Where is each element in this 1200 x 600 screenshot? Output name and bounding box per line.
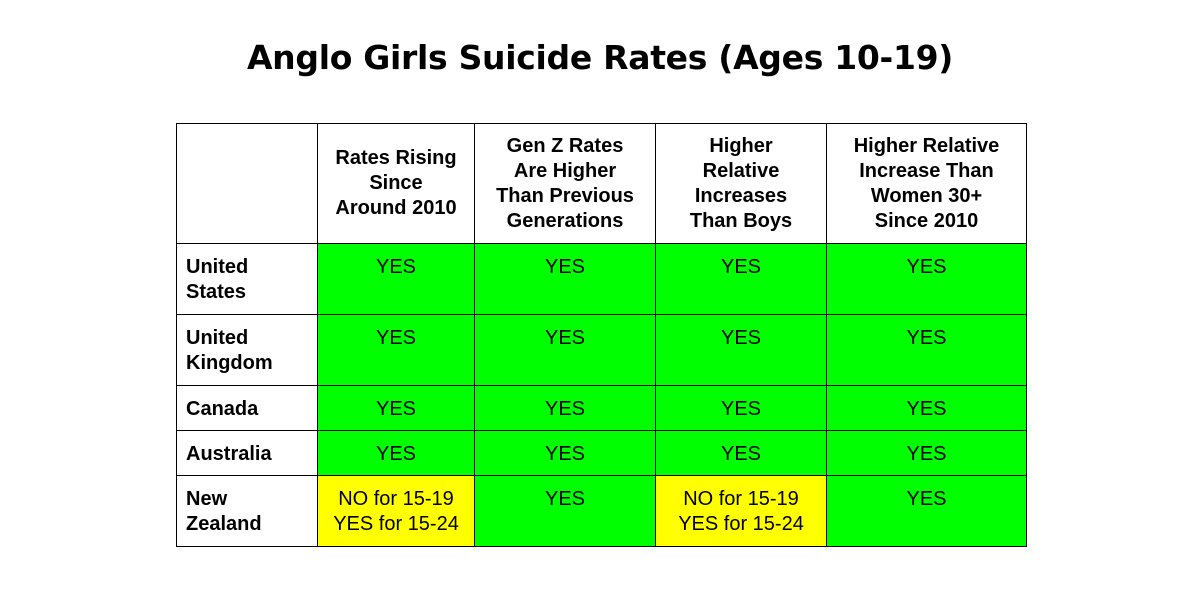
table-cell: NO for 15-19 YES for 15-24 bbox=[317, 475, 475, 547]
column-header: Gen Z Rates Are Higher Than Previous Gen… bbox=[474, 123, 656, 244]
table-cell: YES bbox=[655, 314, 827, 386]
table-cell: YES bbox=[655, 430, 827, 476]
row-label: United States bbox=[176, 243, 318, 315]
table-cell: YES bbox=[826, 475, 1027, 547]
table-cell: YES bbox=[826, 314, 1027, 386]
table-cell: YES bbox=[655, 385, 827, 431]
table-cell: YES bbox=[474, 314, 656, 386]
table-cell: YES bbox=[317, 430, 475, 476]
table-cell: YES bbox=[826, 385, 1027, 431]
table-cell: YES bbox=[474, 430, 656, 476]
table-row: United Kingdom YES YES YES YES bbox=[176, 314, 1027, 386]
row-label: United Kingdom bbox=[176, 314, 318, 386]
corner-cell bbox=[176, 123, 318, 244]
table-cell: YES bbox=[317, 314, 475, 386]
table-cell: YES bbox=[826, 430, 1027, 476]
column-header: Higher Relative Increases Than Boys bbox=[655, 123, 827, 244]
table-cell: YES bbox=[474, 385, 656, 431]
column-header: Rates Rising Since Around 2010 bbox=[317, 123, 475, 244]
table-cell: YES bbox=[826, 243, 1027, 315]
table-cell: YES bbox=[317, 385, 475, 431]
row-label: Australia bbox=[176, 430, 318, 476]
table-cell: YES bbox=[655, 243, 827, 315]
row-label: New Zealand bbox=[176, 475, 318, 547]
table-cell: YES bbox=[317, 243, 475, 315]
table-cell: YES bbox=[474, 243, 656, 315]
table-row: New Zealand NO for 15-19 YES for 15-24 Y… bbox=[176, 475, 1027, 547]
table-cell: YES bbox=[474, 475, 656, 547]
table-row: Australia YES YES YES YES bbox=[176, 430, 1027, 476]
header-row: Rates Rising Since Around 2010 Gen Z Rat… bbox=[176, 123, 1027, 244]
column-header: Higher Relative Increase Than Women 30+ … bbox=[826, 123, 1027, 244]
page-title: Anglo Girls Suicide Rates (Ages 10-19) bbox=[246, 38, 954, 77]
row-label: Canada bbox=[176, 385, 318, 431]
comparison-table: Rates Rising Since Around 2010 Gen Z Rat… bbox=[176, 123, 1027, 547]
table-row: United States YES YES YES YES bbox=[176, 243, 1027, 315]
table-row: Canada YES YES YES YES bbox=[176, 385, 1027, 431]
table-cell: NO for 15-19 YES for 15-24 bbox=[655, 475, 827, 547]
